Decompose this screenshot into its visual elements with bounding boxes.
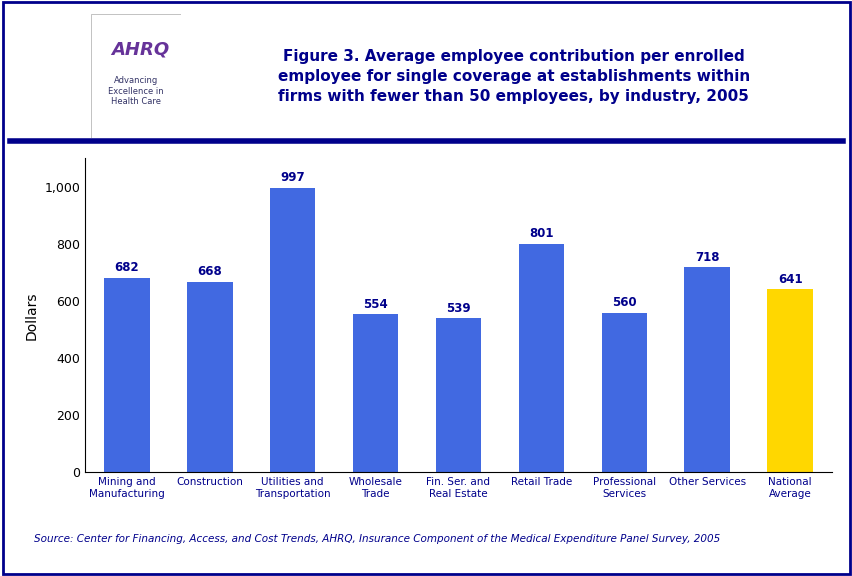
Text: AHRQ: AHRQ [112,40,170,58]
Text: 554: 554 [363,298,388,311]
Bar [353,314,398,472]
Bar [683,267,729,472]
Bar [767,289,812,472]
Bar [518,244,563,472]
Text: Advancing
Excellence in
Health Care: Advancing Excellence in Health Care [108,76,164,106]
Bar [435,319,481,472]
Bar [269,188,315,472]
Text: 801: 801 [528,228,553,240]
Text: 997: 997 [280,172,304,184]
Text: 682: 682 [114,262,139,274]
Bar [104,278,149,472]
Bar [601,313,647,472]
Text: Source: Center for Financing, Access, and Cost Trends, AHRQ, Insurance Component: Source: Center for Financing, Access, an… [34,535,720,544]
Text: 560: 560 [612,296,636,309]
Text: ✦: ✦ [34,58,67,95]
Text: 539: 539 [446,302,470,315]
Text: 718: 718 [694,251,719,264]
Text: Figure 3. Average employee contribution per enrolled
employee for single coverag: Figure 3. Average employee contribution … [278,49,749,104]
Text: 641: 641 [777,273,802,286]
Text: 668: 668 [197,266,222,278]
Bar [187,282,233,472]
Y-axis label: Dollars: Dollars [25,291,39,340]
